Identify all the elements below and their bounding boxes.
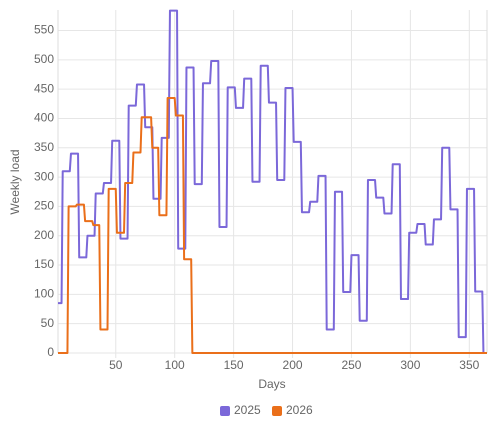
legend-label: 2026 [286,403,313,417]
y-tick-label: 500 [34,52,54,66]
x-tick-label: 50 [109,358,123,372]
legend-label: 2025 [234,403,261,417]
y-tick-label: 250 [34,199,54,213]
legend-marker [272,406,282,416]
x-tick-label: 200 [283,358,303,372]
x-tick-label: 150 [224,358,244,372]
y-tick-label: 0 [47,345,54,359]
legend-marker [220,406,230,416]
y-tick-label: 50 [41,316,55,330]
series-line [58,96,487,354]
x-tick-label: 100 [165,358,185,372]
x-tick-label: 250 [341,358,361,372]
y-tick-label: 450 [34,81,54,95]
series-line [58,9,487,354]
y-tick-label: 400 [34,111,54,125]
x-tick-label: 350 [459,358,479,372]
y-tick-label: 200 [34,228,54,242]
y-tick-label: 100 [34,287,54,301]
y-axis-title: Weekly load [8,149,22,214]
x-tick-label: 300 [400,358,420,372]
y-tick-label: 300 [34,169,54,183]
y-tick-label: 150 [34,257,54,271]
x-axis-title: Days [258,377,285,391]
y-tick-label: 350 [34,140,54,154]
y-tick-label: 550 [34,23,54,37]
